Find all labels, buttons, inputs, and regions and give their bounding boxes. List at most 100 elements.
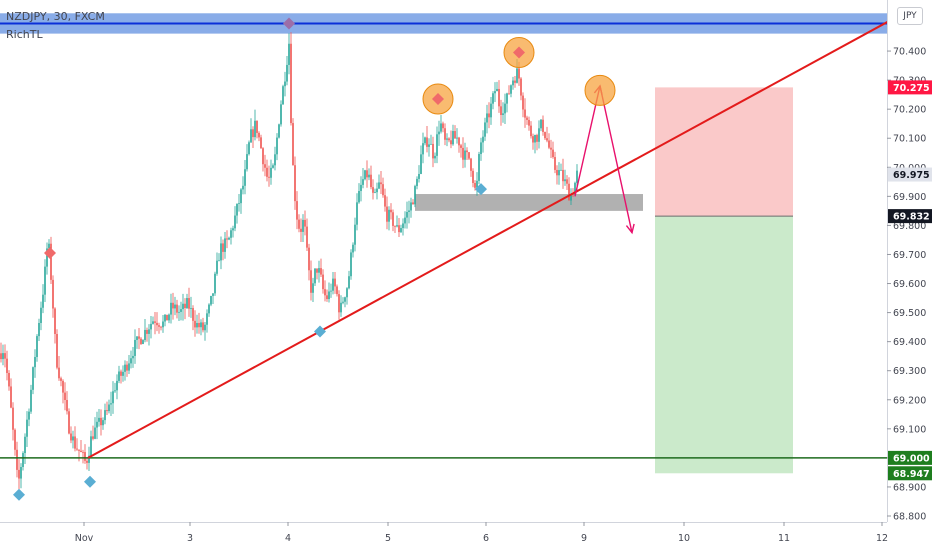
candle-body <box>392 212 394 226</box>
candle-body <box>180 309 182 312</box>
currency-button[interactable]: JPY <box>897 7 923 25</box>
candle-body <box>168 314 170 321</box>
candle-body <box>232 228 234 231</box>
candle-body <box>114 390 116 392</box>
candle-body <box>2 353 4 360</box>
time-tick-label: 10 <box>678 533 690 544</box>
candle-body <box>574 182 576 195</box>
candle-body <box>434 155 436 159</box>
candle-body <box>390 209 392 213</box>
price-tick-label: 69.800 <box>893 221 926 232</box>
candle-body <box>388 209 390 222</box>
candle-body <box>458 137 460 146</box>
candle-body <box>516 68 518 83</box>
candle-body <box>442 123 444 129</box>
candle-body <box>222 243 224 252</box>
candle-body <box>186 298 188 309</box>
candle-body <box>308 247 310 271</box>
candle-body <box>56 333 58 368</box>
candle-body <box>562 169 564 182</box>
candle-body <box>182 303 184 310</box>
price-tag-label: 70.275 <box>893 83 930 94</box>
price-tick-label: 70.400 <box>893 47 926 58</box>
candle-body <box>412 202 414 205</box>
candle-body <box>576 170 578 183</box>
candle-body <box>92 436 94 439</box>
candle-body <box>534 135 536 143</box>
swing-high-marker <box>432 93 444 106</box>
price-tick-label: 69.600 <box>893 279 926 290</box>
candle-body <box>554 157 556 170</box>
price-tag-label: 69.000 <box>893 453 930 464</box>
time-tick-label: 4 <box>285 533 291 544</box>
candle-body <box>8 372 10 387</box>
candle-body <box>302 219 304 232</box>
candle-body <box>570 193 572 201</box>
candle-body <box>494 91 496 94</box>
candle-body <box>54 308 56 334</box>
indicator-label[interactable]: RichTL <box>6 28 43 41</box>
price-tag-box <box>888 167 932 182</box>
candle-body <box>446 138 448 140</box>
candle-body <box>118 371 120 381</box>
candle-body <box>296 201 298 220</box>
time-tick-label: Nov <box>75 533 94 544</box>
candle-body <box>450 140 452 145</box>
candle-body <box>430 143 432 145</box>
candle-body <box>96 421 98 428</box>
candle-body <box>270 167 272 178</box>
symbol-title[interactable]: NZDJPY, 30, FXCM <box>6 10 105 23</box>
candle-body <box>422 143 424 155</box>
candle-body <box>292 123 294 166</box>
candle-body <box>112 391 114 404</box>
candle-body <box>550 147 552 150</box>
candle-body <box>424 137 426 144</box>
candle-body <box>100 417 102 426</box>
price-tick-label: 68.900 <box>893 482 926 493</box>
candle-body <box>278 124 280 138</box>
candle-body <box>506 93 508 104</box>
candle-body <box>364 170 366 180</box>
candle-body <box>482 136 484 143</box>
price-tick-label: 69.500 <box>893 308 926 319</box>
candle-body <box>520 78 522 96</box>
candle-body <box>214 273 216 294</box>
candle-body <box>340 302 342 313</box>
candle-body <box>38 322 40 337</box>
candle-body <box>148 329 150 334</box>
candle-body <box>258 132 260 138</box>
candle-body <box>68 411 70 434</box>
candle-body <box>130 358 132 364</box>
candle-body <box>404 217 406 224</box>
candle-body <box>350 252 352 277</box>
trendline <box>87 21 887 459</box>
price-tick-label: 69.700 <box>893 250 926 261</box>
candle-body <box>400 228 402 233</box>
candle-body <box>288 43 290 65</box>
candle-body <box>134 339 136 356</box>
candle-body <box>262 148 264 165</box>
candle-body <box>282 86 284 105</box>
candle-body <box>436 134 438 156</box>
time-tick-label: 12 <box>876 533 888 544</box>
candle-body <box>428 144 430 147</box>
time-tick-label: 5 <box>385 533 391 544</box>
candle-body <box>414 186 416 205</box>
candle-body <box>454 131 456 139</box>
candle-body <box>210 295 212 305</box>
candle-body <box>230 230 232 238</box>
candle-body <box>122 371 124 376</box>
candle-body <box>248 142 250 155</box>
candle-body <box>478 154 480 181</box>
candle-body <box>28 411 30 420</box>
candle-body <box>504 103 506 114</box>
candle-body <box>136 336 138 340</box>
candle-body <box>172 302 174 309</box>
candle-body <box>560 169 562 171</box>
swing-high-marker <box>283 17 295 30</box>
candle-body <box>220 243 222 261</box>
candle-body <box>260 137 262 149</box>
candle-body <box>152 321 154 324</box>
candle-body <box>12 407 14 430</box>
